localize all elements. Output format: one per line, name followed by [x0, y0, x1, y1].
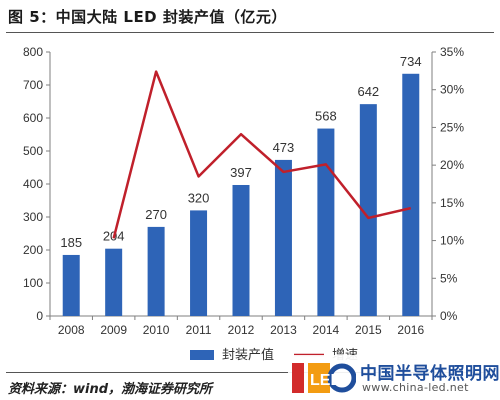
legend-bar-label: 封装产值 [222, 347, 274, 362]
x-tick-label: 2015 [355, 323, 382, 337]
bar-data-label: 270 [145, 207, 167, 222]
right-tick-label: 0% [440, 309, 458, 323]
x-tick-label: 2012 [228, 323, 255, 337]
bar [274, 159, 292, 316]
right-tick-label: 25% [440, 120, 464, 134]
bar-series [62, 73, 420, 316]
bar-data-label: 320 [188, 190, 210, 205]
bar-data-label: 734 [400, 54, 422, 69]
right-tick-label: 30% [440, 83, 464, 97]
left-tick-label: 600 [23, 111, 43, 125]
source-note: 资料来源：wind，渤海证券研究所 [8, 382, 213, 397]
bar-data-label: 397 [230, 165, 252, 180]
left-tick-label: 700 [23, 78, 43, 92]
left-tick-label: 400 [23, 177, 43, 191]
bar-data-label: 473 [273, 140, 295, 155]
bar [190, 210, 208, 316]
x-tick-label: 2009 [100, 323, 127, 337]
x-tick-label: 2010 [143, 323, 170, 337]
x-tick-label: 2014 [313, 323, 340, 337]
logo-text: LED [310, 372, 342, 389]
bar [232, 184, 250, 316]
bar [359, 104, 377, 316]
chart-area: 0 100 200 300 400 500 600 700 800 0% 5% 10% 15% 20% 2… [23, 45, 464, 362]
x-tick-label: 2016 [397, 323, 424, 337]
watermark-site-name: 中国半导体照明网 [360, 364, 500, 384]
right-tick-label: 15% [440, 196, 464, 210]
bottom-rule [6, 372, 494, 373]
right-tick-label: 5% [440, 271, 458, 285]
bar [62, 254, 80, 316]
top-rule [6, 32, 494, 33]
bar [317, 128, 335, 316]
right-tick-label: 10% [440, 234, 464, 248]
x-tick-label: 2013 [270, 323, 297, 337]
right-tick-label: 20% [440, 158, 464, 172]
bar-data-label: 185 [60, 235, 82, 250]
legend-bar-swatch [190, 350, 214, 360]
left-tick-label: 300 [23, 210, 43, 224]
right-tick-label: 35% [440, 45, 464, 59]
left-tick-label: 0 [36, 309, 43, 323]
bar-data-label: 568 [315, 109, 337, 124]
bar-data-label: 642 [357, 84, 379, 99]
left-tick-label: 800 [23, 45, 43, 59]
left-tick-label: 200 [23, 243, 43, 257]
line-series [112, 70, 412, 239]
x-tick-labels: 2008 2009 2010 2011 2012 2013 2014 2015 2016 [49, 316, 433, 337]
left-tick-label: 500 [23, 144, 43, 158]
watermark-url: www.china-led.net [362, 381, 469, 394]
right-tick-labels: 0% 5% 10% 15% 20% 25% 30% 35% [432, 45, 464, 323]
x-tick-label: 2011 [186, 323, 212, 337]
led-logo-icon: LED [292, 363, 356, 393]
growth-line [112, 70, 412, 239]
bar [105, 248, 123, 316]
bar [402, 73, 420, 316]
left-tick-labels: 0 100 200 300 400 500 600 700 800 [23, 45, 50, 323]
left-tick-label: 100 [23, 276, 43, 290]
chart-title: 图 5：中国大陆 LED 封装产值（亿元） [8, 8, 287, 26]
watermark: LED 中国半导体照明网 www.china-led.net [288, 355, 500, 399]
x-tick-label: 2008 [58, 323, 85, 337]
bar [147, 226, 165, 316]
